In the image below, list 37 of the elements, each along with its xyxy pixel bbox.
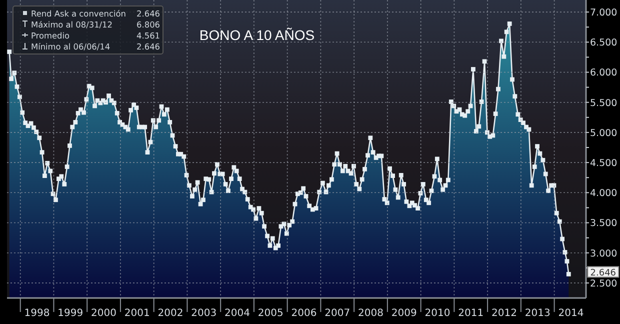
- y-tick-label: 5.500: [590, 98, 618, 109]
- x-tick-label: 2003: [191, 308, 217, 319]
- x-tick-label: 1999: [58, 308, 84, 319]
- x-tick-label: 2009: [391, 308, 417, 319]
- x-tick-label: 2010: [424, 308, 450, 319]
- y-tick-label: 7.000: [590, 8, 618, 19]
- annotation: Mínimo al 06/06/14: [31, 42, 110, 52]
- x-tick-label: 2005: [258, 308, 284, 319]
- x-tick-label: 2013: [524, 308, 550, 319]
- x-tick-label: 2007: [324, 308, 350, 319]
- annotation: 6.806: [136, 20, 160, 30]
- x-tick-label: 2014: [558, 308, 584, 319]
- x-tick-label: 2011: [458, 308, 484, 319]
- annotation: Rend Ask a convención: [31, 8, 126, 18]
- x-tick-label: 2001: [124, 308, 150, 319]
- x-tick-label: 2002: [158, 308, 184, 319]
- x-tick-label: 2006: [291, 308, 317, 319]
- annotation: 2.646: [590, 268, 616, 278]
- annotation: Máximo al 08/31/12: [31, 20, 112, 30]
- y-tick-label: 6.500: [590, 38, 618, 49]
- y-tick-label: 4.000: [590, 188, 618, 200]
- x-tick-label: 2004: [224, 308, 250, 319]
- annotation: 2.646: [136, 42, 160, 52]
- x-tick-label: 2008: [358, 308, 384, 319]
- text: BONO A 10 AÑOS: [199, 27, 315, 43]
- x-tick-label: 1998: [24, 308, 50, 319]
- y-tick-label: 6.000: [590, 68, 618, 79]
- x-tick-label: 2000: [91, 308, 117, 319]
- y-tick-label: 3.500: [590, 218, 618, 230]
- annotation: 4.561: [136, 30, 160, 40]
- y-tick-label: 2.500: [590, 278, 618, 290]
- y-tick-label: 3.000: [590, 248, 618, 260]
- y-tick-label: 5.000: [590, 128, 618, 139]
- annotation: 2.646: [136, 8, 160, 18]
- y-tick-label: 4.500: [590, 158, 618, 170]
- x-tick-label: 2012: [492, 308, 517, 319]
- annotation: Promedio: [31, 30, 70, 40]
